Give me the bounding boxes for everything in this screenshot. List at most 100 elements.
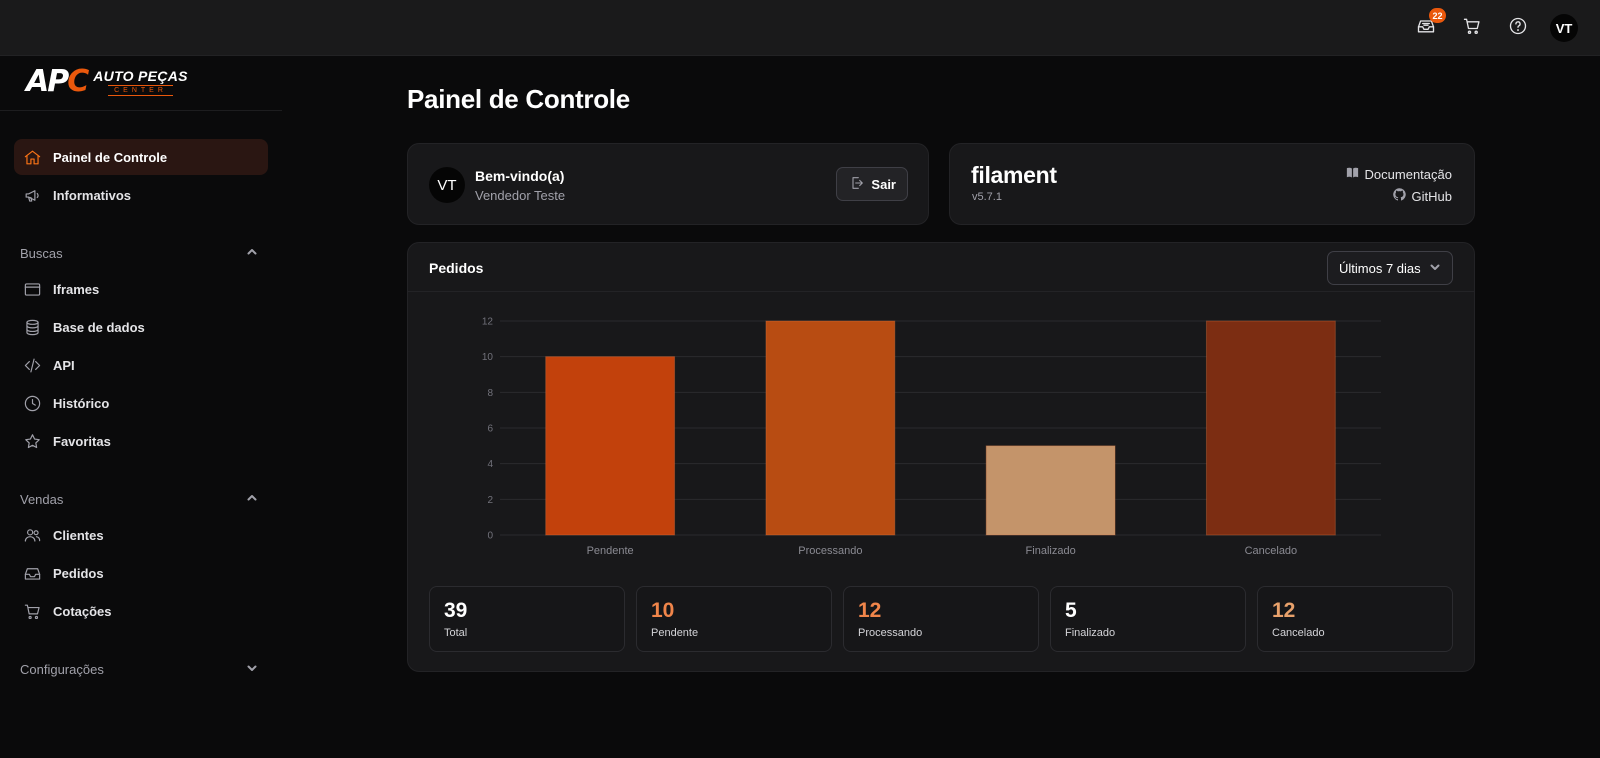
code-icon <box>22 355 42 375</box>
orders-bar-chart: 0 2 4 6 8 10 12 Pendente Processando Finalizado Ca… <box>482 317 1381 557</box>
stat-card-finalizado: 5 Finalizado <box>1050 586 1246 652</box>
users-icon <box>22 525 42 545</box>
sidebar-item-label: Cotações <box>53 603 112 619</box>
chevron-down-icon <box>1429 261 1441 276</box>
sidebar-item-favoritas[interactable]: Favoritas <box>14 423 268 459</box>
inbox-icon <box>22 563 42 583</box>
period-select-value: Últimos 7 dias <box>1339 260 1421 276</box>
top-bar-actions: 22 VT <box>1412 8 1578 42</box>
sidebar-group-buscas[interactable]: Buscas <box>14 235 268 271</box>
window-icon <box>22 279 42 299</box>
bar-processando <box>765 320 896 536</box>
stat-value: 12 <box>858 599 882 622</box>
brand-mark: APC <box>26 64 89 99</box>
y-tick-label: 0 <box>487 531 493 542</box>
stat-label: Finalizado <box>1065 627 1116 639</box>
sidebar-item-historico[interactable]: Histórico <box>14 385 268 421</box>
sidebar-item-label: Painel de Controle <box>53 149 168 165</box>
filament-info-card: filament v5.7.1 Documentação GitHub <box>949 143 1475 225</box>
chevron-up-icon <box>246 492 258 507</box>
sidebar-item-label: Base de dados <box>53 319 145 335</box>
sidebar-item-label: Informativos <box>53 187 132 203</box>
brand-line2: CENTER <box>108 85 173 96</box>
sidebar: APC AUTO PEÇAS CENTER Painel de Controle… <box>0 56 282 758</box>
github-link[interactable]: GitHub <box>1392 188 1452 204</box>
welcome-user-name: Vendedor Teste <box>475 188 566 203</box>
sidebar-item-informativos[interactable]: Informativos <box>14 177 268 213</box>
brand-line1: AUTO PEÇAS <box>93 68 188 84</box>
y-tick-label: 2 <box>487 495 493 506</box>
brand-logo[interactable]: APC AUTO PEÇAS CENTER <box>26 64 188 99</box>
sidebar-nav: Painel de Controle Informativos Buscas I… <box>0 111 282 687</box>
stat-value: 12 <box>1272 599 1296 622</box>
sidebar-item-base-de-dados[interactable]: Base de dados <box>14 309 268 345</box>
stat-value: 39 <box>444 599 468 622</box>
user-avatar[interactable]: VT <box>1550 14 1578 42</box>
logout-button[interactable]: Sair <box>836 167 908 201</box>
sidebar-item-cotacoes[interactable]: Cotações <box>14 593 268 629</box>
sidebar-item-label: Favoritas <box>53 433 111 449</box>
logout-label: Sair <box>871 176 896 192</box>
stat-label: Cancelado <box>1272 627 1325 639</box>
orders-widget: Pedidos Últimos 7 dias 0 2 4 6 8 10 12 Pendente… <box>407 242 1475 672</box>
orders-stats: 39 Total 10 Pendente 12 Processando 5 Fi… <box>429 586 1453 652</box>
notifications-button[interactable]: 22 <box>1412 8 1446 42</box>
stat-label: Total <box>444 627 468 639</box>
help-button[interactable] <box>1504 14 1532 42</box>
sidebar-group-vendas[interactable]: Vendas <box>14 481 268 517</box>
clock-icon <box>22 393 42 413</box>
x-tick-label: Pendente <box>587 545 634 557</box>
help-icon <box>1508 16 1528 41</box>
welcome-card: VT Bem-vindo(a) Vendedor Teste Sair <box>407 143 929 225</box>
inbox-icon <box>1416 16 1436 41</box>
cart-button[interactable] <box>1458 14 1486 42</box>
logout-icon <box>849 175 865 194</box>
stat-card-cancelado: 12 Cancelado <box>1257 586 1453 652</box>
book-icon <box>1345 165 1360 183</box>
stat-label: Processando <box>858 627 923 639</box>
sidebar-item-api[interactable]: API <box>14 347 268 383</box>
filament-version: v5.7.1 <box>972 191 1002 203</box>
top-bar: 22 VT <box>0 0 1600 56</box>
stat-label: Pendente <box>651 627 699 639</box>
github-label: GitHub <box>1411 188 1452 204</box>
brand-wordmark: AUTO PEÇAS CENTER <box>93 68 188 96</box>
period-select[interactable]: Últimos 7 dias <box>1327 251 1453 285</box>
welcome-avatar: VT <box>429 167 465 203</box>
x-tick-label: Finalizado <box>1026 545 1076 557</box>
y-tick-label: 12 <box>482 317 494 328</box>
filament-links: Documentação GitHub <box>1345 166 1452 204</box>
x-tick-label: Cancelado <box>1245 545 1298 557</box>
chevron-up-icon <box>246 246 258 261</box>
home-icon <box>22 147 42 167</box>
documentation-link[interactable]: Documentação <box>1345 166 1452 182</box>
filament-logo[interactable]: filament <box>971 162 1057 188</box>
sidebar-item-label: Pedidos <box>53 565 104 581</box>
sidebar-item-iframes[interactable]: Iframes <box>14 271 268 307</box>
sidebar-item-label: Histórico <box>53 395 110 411</box>
cart-icon <box>1462 16 1482 41</box>
stat-card-total: 39 Total <box>429 586 625 652</box>
sidebar-item-clientes[interactable]: Clientes <box>14 517 268 553</box>
notification-badge: 22 <box>1429 8 1446 23</box>
bar-cancelado <box>1205 320 1336 536</box>
x-tick-label: Processando <box>798 545 862 557</box>
sidebar-group-configuracoes[interactable]: Configurações <box>14 651 268 687</box>
sidebar-item-label: Clientes <box>53 527 104 543</box>
y-tick-label: 6 <box>487 424 493 435</box>
github-icon <box>1392 187 1407 205</box>
star-icon <box>22 431 42 451</box>
orders-header: Pedidos Últimos 7 dias <box>408 243 1474 292</box>
chevron-down-icon <box>246 662 258 677</box>
sidebar-item-label: API <box>53 357 75 373</box>
stat-card-processando: 12 Processando <box>843 586 1039 652</box>
bar-pendente <box>545 356 676 536</box>
welcome-title: Bem-vindo(a) <box>475 168 565 184</box>
sidebar-item-painel-de-controle[interactable]: Painel de Controle <box>14 139 268 175</box>
y-tick-label: 4 <box>487 459 493 470</box>
stat-value: 10 <box>651 599 675 622</box>
brand-area: APC AUTO PEÇAS CENTER <box>0 56 282 111</box>
sidebar-item-pedidos[interactable]: Pedidos <box>14 555 268 591</box>
sidebar-group-label: Buscas <box>20 245 63 261</box>
sidebar-group-label: Vendas <box>20 491 64 507</box>
